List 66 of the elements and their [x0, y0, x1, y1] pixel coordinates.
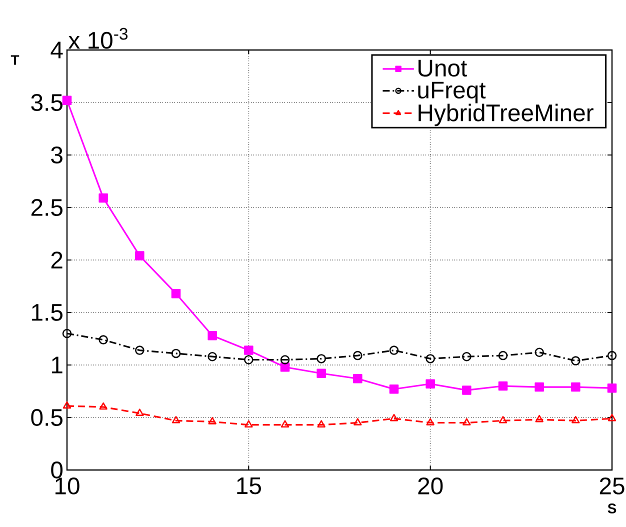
y-tick-label: 3.5 [31, 94, 62, 111]
point [535, 414, 544, 422]
point [498, 350, 508, 360]
y-tick-label: 1.5 [32, 304, 62, 321]
point [136, 408, 144, 416]
point [389, 384, 399, 394]
point [98, 193, 108, 203]
point [571, 382, 580, 392]
point [208, 330, 217, 340]
point [280, 355, 290, 364]
point [135, 251, 144, 260]
point [280, 420, 290, 428]
point [244, 355, 254, 364]
point [498, 381, 508, 391]
point [316, 368, 326, 378]
point [208, 417, 216, 424]
point [208, 352, 217, 362]
y-tick-label: 3 [51, 146, 62, 164]
point [462, 352, 472, 362]
text: x 10$^{-3}$ [68, 28, 128, 49]
point [534, 348, 544, 358]
point [462, 386, 472, 395]
point [572, 416, 580, 424]
point [62, 401, 72, 409]
x-tick-label: 10 [56, 478, 80, 494]
legend-label: uFreqt [418, 82, 486, 104]
point [62, 328, 72, 338]
point [135, 346, 144, 355]
point [172, 416, 180, 424]
point [608, 414, 616, 422]
point [317, 420, 326, 428]
point [426, 354, 435, 364]
x-tick-label: 15 [237, 478, 261, 494]
point [244, 346, 254, 355]
y-tick-label: 4 [50, 42, 63, 58]
point [389, 346, 399, 355]
point [534, 382, 544, 392]
y-axis-title: T [10, 55, 20, 65]
point [99, 402, 108, 410]
point [171, 348, 181, 358]
point [607, 350, 617, 360]
legend-label: Unot [418, 60, 468, 77]
point [426, 418, 434, 426]
point [62, 96, 72, 106]
y-tick-label: 0 [51, 462, 63, 478]
point [426, 379, 435, 389]
point [316, 354, 326, 364]
point [462, 418, 471, 426]
point [244, 420, 253, 428]
x-axis-title: S [608, 504, 616, 514]
point [354, 418, 362, 426]
x-tick-label: 20 [418, 478, 443, 494]
y-tick-label: 0.5 [31, 409, 62, 426]
point [353, 374, 362, 384]
point [607, 383, 617, 393]
legend-label: HybridTreeMiner [418, 104, 594, 126]
point [390, 414, 398, 422]
point [98, 335, 108, 344]
y-tick-label: 2.5 [31, 199, 62, 216]
y-tick-label: 2 [51, 252, 62, 268]
point [353, 350, 362, 360]
x-tick-label: 25 [600, 478, 624, 494]
y-tick-label: 1 [52, 356, 62, 374]
point [498, 416, 508, 424]
point [571, 356, 580, 366]
point [171, 288, 181, 298]
